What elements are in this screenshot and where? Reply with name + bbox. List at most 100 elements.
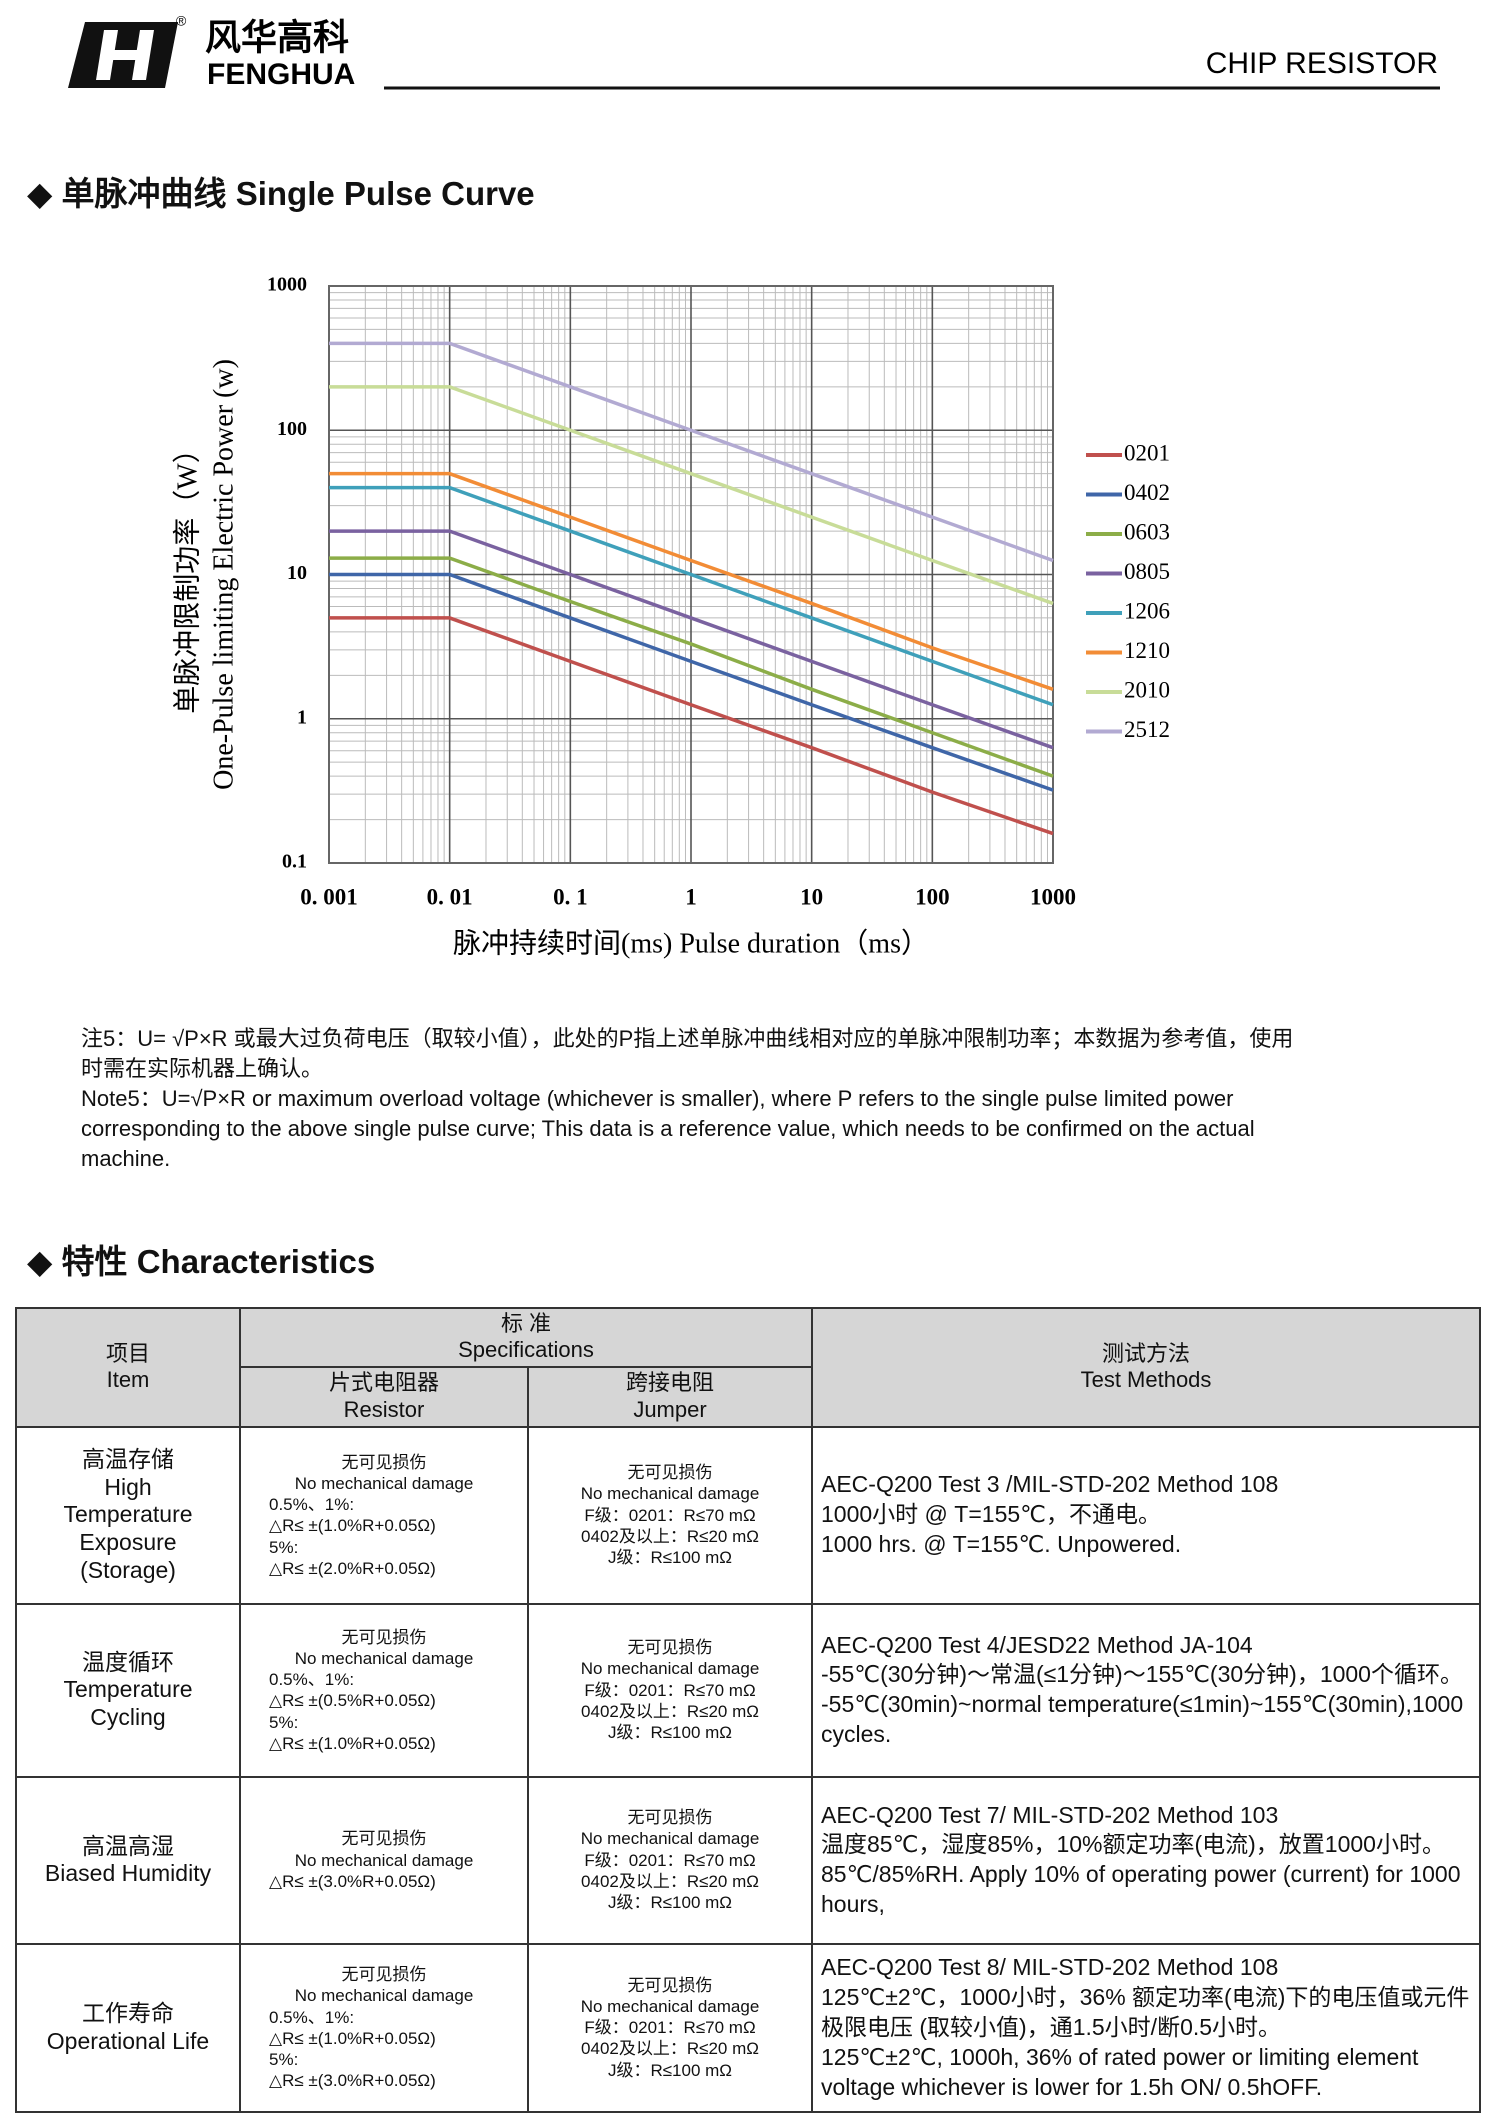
cell-line: 125℃±2℃, 1000h, 36% of rated power or li… bbox=[821, 2043, 1419, 2100]
cell-line: 0.5%、1%: bbox=[269, 2007, 355, 2027]
cell-line: -55℃(30分钟)～常温(≤1分钟)～155℃(30分钟)，1000个循环。 bbox=[821, 1661, 1463, 1688]
cell-line: 1000小时 @ T=155℃，不通电。 bbox=[821, 1501, 1161, 1528]
cell-line: J级：R≤100 mΩ bbox=[607, 1723, 733, 1743]
x-tick-label: 0. 001 bbox=[300, 884, 358, 909]
cell-line: J级：R≤100 mΩ bbox=[607, 2060, 733, 2080]
cell-line: 无可见损伤 bbox=[341, 1452, 427, 1472]
series-line bbox=[329, 485, 1054, 707]
cell-line: 无可见损伤 bbox=[627, 1638, 713, 1658]
chart: 0. 001 0. 01 0. 1 1 10 100 1000 0.1 1 10 100 1000 02… bbox=[171, 274, 1170, 960]
cell-line: 无可见损伤 bbox=[627, 1463, 713, 1483]
cell-line: △R≤ ±(0.5%R+0.05Ω) bbox=[269, 1691, 436, 1711]
cell-line: △R≤ ±(1.0%R+0.05Ω) bbox=[269, 1733, 436, 1753]
table-cell: AEC-Q200 Test 8/ MIL-STD-202 Method 108 1… bbox=[811, 1942, 1481, 2113]
cell-line: Exposure bbox=[79, 1529, 177, 1556]
legend-label: 1206 bbox=[1124, 598, 1170, 623]
y-tick-label: 100 bbox=[277, 418, 307, 440]
cell-line: 5%: bbox=[269, 2050, 299, 2070]
cell-line: No mechanical damage bbox=[580, 1829, 760, 1849]
table-cell: 跨接电阻 Jumper bbox=[527, 1365, 813, 1428]
table-cell: 无可见损伤 No mechanical damage F级：0201：R≤70 mΩ… bbox=[527, 1425, 813, 1605]
cell-line: 0.5%、1%: bbox=[269, 1670, 355, 1690]
table-cell: 高温存储 High Temperature Exposure (Storage) bbox=[15, 1425, 241, 1605]
cell-line: AEC-Q200 Test 4/JESD22 Method JA-104 bbox=[821, 1631, 1253, 1658]
cell-line: No mechanical damage bbox=[580, 1996, 760, 2016]
legend-label: 0201 bbox=[1124, 440, 1170, 465]
cell-line: △R≤ ±(2.0%R+0.05Ω) bbox=[269, 1558, 436, 1578]
table-row: 工作寿命 Operational Life 无可见损伤 No mechanical d… bbox=[15, 1942, 1481, 2113]
legend-label: 0402 bbox=[1124, 480, 1170, 505]
series-line bbox=[329, 341, 1054, 563]
y-axis-title: One-Pulse limiting Electric Power (w) bbox=[208, 359, 239, 790]
table-cell: 测试方法 Test Methods bbox=[811, 1307, 1481, 1428]
cell-line: No mechanical damage bbox=[580, 1484, 760, 1504]
section-title: ◆ 特性 Characteristics bbox=[27, 1243, 376, 1280]
cell-line: No mechanical damage bbox=[580, 1659, 760, 1679]
cell-line: 85℃/85%RH. Apply 10% of operating power … bbox=[821, 1861, 1461, 1918]
cell-line: 5%: bbox=[269, 1537, 299, 1557]
cell-line: J级：R≤100 mΩ bbox=[607, 1893, 733, 1913]
cell-line: Cycling bbox=[90, 1704, 166, 1731]
cell-line: No mechanical damage bbox=[294, 1850, 474, 1870]
logo bbox=[96, 30, 118, 80]
cell-line: 5%: bbox=[269, 1712, 299, 1732]
note: 注5：U= √P×R 或最大过负荷电压（取较小值），此处的P指上述单脉冲曲线相对… bbox=[81, 1024, 1301, 1174]
cell-line: F级：0201：R≤70 mΩ bbox=[584, 1680, 756, 1700]
note-cn: 注5：U= √P×R 或最大过负荷电压（取较小值），此处的P指上述单脉冲曲线相对… bbox=[81, 1026, 1294, 1081]
cell-line: 无可见损伤 bbox=[627, 1808, 713, 1828]
cell-line: AEC-Q200 Test 3 /MIL-STD-202 Method 108 bbox=[821, 1471, 1279, 1498]
logo bbox=[132, 30, 154, 80]
table-row: 温度循环 Temperature Cycling 无可见损伤 No mechanical… bbox=[15, 1602, 1481, 1778]
cell-line: Resistor bbox=[343, 1396, 425, 1422]
cell-line: 0402及以上：R≤20 mΩ bbox=[581, 1701, 759, 1721]
note-en: Note5：U=√P×R or maximum overload voltage… bbox=[81, 1086, 1255, 1171]
cell-line: -55℃(30min)~normal temperature(≤1min)~15… bbox=[821, 1691, 1464, 1748]
cell-line: 125℃±2℃，1000小时，36% 额定功率(电流)下的电压值或元件极限电压 … bbox=[821, 1983, 1470, 2040]
cell-line: Specifications bbox=[458, 1337, 594, 1363]
cell-line: J级：R≤100 mΩ bbox=[607, 1548, 733, 1568]
table-cell: 项目 Item bbox=[15, 1307, 241, 1428]
cell-line: △R≤ ±(3.0%R+0.05Ω) bbox=[269, 1871, 436, 1891]
x-tick-label: 10 bbox=[800, 884, 823, 909]
x-axis-title: 脉冲持续时间(ms) Pulse duration（ms） bbox=[453, 927, 929, 959]
x-tick-label: 1 bbox=[685, 884, 697, 909]
cell-line: High bbox=[104, 1473, 152, 1500]
cell-line: Temperature bbox=[63, 1676, 193, 1703]
cell-line: 无可见损伤 bbox=[341, 1965, 427, 1985]
cell-line: 0402及以上：R≤20 mΩ bbox=[581, 1526, 759, 1546]
section-title: ◆ 单脉冲曲线 Single Pulse Curve bbox=[27, 175, 535, 212]
cell-line: 0402及以上：R≤20 mΩ bbox=[581, 2039, 759, 2059]
table-cell: 无可见损伤 No mechanical damage F级：0201：R≤70 mΩ… bbox=[527, 1942, 813, 2113]
cell-line: AEC-Q200 Test 8/ MIL-STD-202 Method 108 bbox=[821, 1954, 1279, 1981]
cell-line: Item bbox=[106, 1367, 150, 1393]
x-tick-label: 100 bbox=[915, 884, 950, 909]
cell-line: F级：0201：R≤70 mΩ bbox=[584, 2018, 756, 2038]
cell-line: 无可见损伤 bbox=[627, 1975, 713, 1995]
cell-line: 0402及以上：R≤20 mΩ bbox=[581, 1871, 759, 1891]
legend-label: 1210 bbox=[1124, 638, 1170, 663]
table-cell: 无可见损伤 No mechanical damage 0.5%、1%: △R≤ ±(0… bbox=[239, 1602, 529, 1778]
y-tick-label: 1000 bbox=[267, 274, 307, 296]
table-cell: 无可见损伤 No mechanical damage F级：0201：R≤70 mΩ… bbox=[527, 1602, 813, 1778]
cell-line: Biased Humidity bbox=[44, 1860, 212, 1887]
series-line bbox=[329, 556, 1054, 778]
cell-line: Operational Life bbox=[46, 2027, 210, 2054]
table-cell: 无可见损伤 No mechanical damage △R≤ ±(3.0%R+0.0… bbox=[239, 1775, 529, 1945]
cell-line: 高温高湿 bbox=[82, 1832, 174, 1859]
logo bbox=[110, 50, 140, 60]
x-tick-label: 0. 1 bbox=[553, 884, 588, 909]
series-line bbox=[329, 572, 1054, 792]
legend-label: 0805 bbox=[1124, 559, 1170, 584]
cell-line: F级：0201：R≤70 mΩ bbox=[584, 1505, 756, 1525]
legend-label: 2512 bbox=[1124, 717, 1170, 742]
table-cell: 无可见损伤 No mechanical damage 0.5%、1%: △R≤ ±(1… bbox=[239, 1425, 529, 1605]
table-cell: AEC-Q200 Test 7/ MIL-STD-202 Method 103 温… bbox=[811, 1775, 1481, 1945]
cell-line: (Storage) bbox=[80, 1556, 176, 1583]
cell-line: △R≤ ±(1.0%R+0.05Ω) bbox=[269, 2028, 436, 2048]
series-line bbox=[329, 529, 1054, 750]
table-cell: 标 准 Specifications bbox=[239, 1307, 813, 1368]
cell-line: 无可见损伤 bbox=[341, 1627, 427, 1647]
table-row: 高温存储 High Temperature Exposure (Storage) 无可见损… bbox=[15, 1425, 1481, 1605]
brand-en: FENGHUA bbox=[207, 58, 355, 91]
